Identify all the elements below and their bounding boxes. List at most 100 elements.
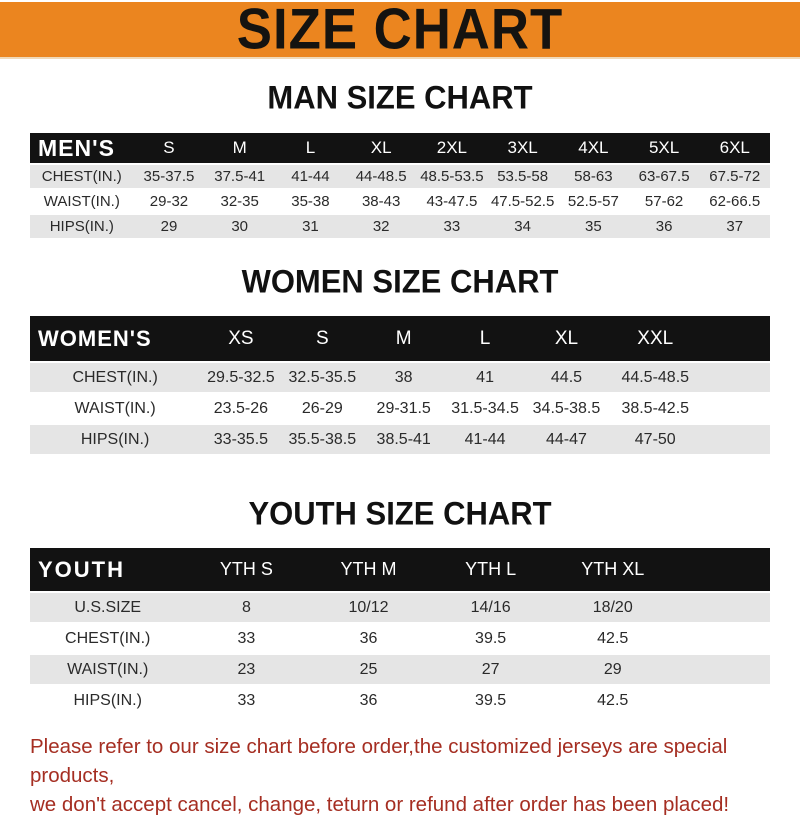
measurement-value-cell: 35-37.5 (133, 165, 205, 188)
measurement-value-cell: 58-63 (558, 165, 629, 188)
size-column-header: XL (345, 133, 417, 163)
measurement-row: HIPS(IN.) 29 30 31 32 33 34 35 36 37 (30, 215, 770, 238)
measurement-value-cell: 14/16 (429, 593, 552, 622)
measurement-value-cell: 35-38 (275, 190, 346, 213)
size-column-header: 3XL (487, 133, 558, 163)
measurement-value-cell: 32 (345, 215, 417, 238)
women-section-heading: WOMEN SIZE CHART (241, 263, 559, 300)
size-column-header: 4XL (558, 133, 629, 163)
measurement-label-cell: HIPS(IN.) (30, 686, 186, 715)
measurement-value-cell: 44.5-48.5 (607, 363, 704, 392)
measurement-value-cell: 32-35 (204, 190, 276, 213)
measurement-value-cell: 29-31.5 (362, 394, 445, 423)
measurement-value-cell (703, 425, 770, 454)
measurement-label-cell: HIPS(IN.) (30, 215, 134, 238)
measurement-value-cell (673, 655, 770, 684)
measurement-value-cell: 36 (628, 215, 700, 238)
measurement-value-cell: 42.5 (551, 686, 674, 715)
measurement-value-cell: 57-62 (628, 190, 700, 213)
youth-size-table: YOUTH YTH S YTH M YTH L YTH XL U.S.SIZE 8 10/12… (30, 546, 770, 717)
measurement-row: CHEST(IN.) 29.5-32.5 32.5-35.5 38 41 44.5 44.5… (30, 363, 770, 392)
measurement-value-cell: 26-29 (281, 394, 363, 423)
youth-section-heading: YOUTH SIZE CHART (248, 495, 552, 532)
page-title: SIZE CHART (236, 0, 564, 62)
measurement-value-cell: 52.5-57 (558, 190, 629, 213)
measurement-label-cell: WAIST(IN.) (30, 394, 201, 423)
measurement-row: CHEST(IN.) 33 36 39.5 42.5 (30, 624, 770, 653)
measurement-label-cell: CHEST(IN.) (30, 624, 186, 653)
size-column-header: YTH XL (551, 548, 674, 591)
measurement-row: WAIST(IN.) 23.5-26 26-29 29-31.5 31.5-34.5 34… (30, 394, 770, 423)
measurement-value-cell: 38.5-42.5 (607, 394, 704, 423)
measurement-value-cell: 44-47 (525, 425, 608, 454)
measurement-value-cell: 47.5-52.5 (487, 190, 558, 213)
measurement-value-cell: 37.5-41 (204, 165, 276, 188)
measurement-value-cell: 18/20 (551, 593, 674, 622)
men-size-table: MEN'S S M L XL 2XL 3XL 4XL 5XL 6XL CHEST(IN.) 35-37… (30, 131, 770, 240)
size-column-header: YTH M (307, 548, 430, 591)
measurement-value-cell: 29-32 (133, 190, 205, 213)
measurement-label-cell: WAIST(IN.) (30, 190, 134, 213)
measurement-row: CHEST(IN.) 35-37.5 37.5-41 41-44 44-48.5 48.5… (30, 165, 770, 188)
size-header-row: YOUTH YTH S YTH M YTH L YTH XL (30, 548, 770, 591)
measurement-value-cell: 63-67.5 (628, 165, 700, 188)
measurement-value-cell: 33 (416, 215, 488, 238)
footer-disclaimer-line2: we don't accept cancel, change, teturn o… (30, 793, 730, 816)
measurement-row: HIPS(IN.) 33-35.5 35.5-38.5 38.5-41 41-44 44-… (30, 425, 770, 454)
size-column-header: S (281, 316, 363, 361)
measurement-value-cell: 42.5 (551, 624, 674, 653)
measurement-label-cell: HIPS(IN.) (30, 425, 201, 454)
measurement-value-cell: 23.5-26 (200, 394, 282, 423)
group-label-header: YOUTH (30, 548, 186, 591)
measurement-value-cell: 43-47.5 (416, 190, 488, 213)
footer-disclaimer: Please refer to our size chart before or… (30, 732, 782, 819)
size-header-row: MEN'S S M L XL 2XL 3XL 4XL 5XL 6XL (30, 133, 770, 163)
measurement-row: U.S.SIZE 8 10/12 14/16 18/20 (30, 593, 770, 622)
measurement-value-cell: 29 (133, 215, 205, 238)
group-label-header: WOMEN'S (30, 316, 201, 361)
measurement-value-cell: 36 (307, 686, 430, 715)
measurement-value-cell: 27 (429, 655, 552, 684)
measurement-row: HIPS(IN.) 33 36 39.5 42.5 (30, 686, 770, 715)
size-column-header: S (133, 133, 205, 163)
measurement-value-cell: 25 (307, 655, 430, 684)
measurement-value-cell: 34.5-38.5 (525, 394, 608, 423)
measurement-value-cell: 8 (185, 593, 308, 622)
size-column-header: YTH S (185, 548, 308, 591)
measurement-value-cell: 29.5-32.5 (200, 363, 282, 392)
measurement-value-cell: 31 (275, 215, 346, 238)
size-column-header: L (444, 316, 526, 361)
measurement-value-cell (703, 363, 770, 392)
measurement-label-cell: U.S.SIZE (30, 593, 186, 622)
measurement-value-cell: 41-44 (444, 425, 526, 454)
size-column-header: YTH L (429, 548, 552, 591)
man-section-heading: MAN SIZE CHART (267, 79, 533, 116)
measurement-label-cell: CHEST(IN.) (30, 363, 201, 392)
measurement-value-cell: 41-44 (275, 165, 346, 188)
measurement-value-cell: 33-35.5 (200, 425, 282, 454)
measurement-value-cell: 37 (699, 215, 770, 238)
measurement-value-cell: 67.5-72 (699, 165, 770, 188)
measurement-value-cell: 36 (307, 624, 430, 653)
size-column-header: XXL (607, 316, 704, 361)
measurement-value-cell: 41 (444, 363, 526, 392)
measurement-value-cell: 34 (487, 215, 558, 238)
measurement-value-cell: 35.5-38.5 (281, 425, 363, 454)
size-header-row: WOMEN'S XS S M L XL XXL (30, 316, 770, 361)
women-size-table: WOMEN'S XS S M L XL XXL CHEST(IN.) 29.5-32.5 32.5… (30, 314, 770, 456)
measurement-row: WAIST(IN.) 29-32 32-35 35-38 38-43 43-47.5 47.… (30, 190, 770, 213)
size-column-header: L (275, 133, 346, 163)
measurement-value-cell: 10/12 (307, 593, 430, 622)
size-column-header: 6XL (699, 133, 770, 163)
footer-disclaimer-line1: Please refer to our size chart before or… (30, 735, 728, 787)
measurement-label-cell: WAIST(IN.) (30, 655, 186, 684)
measurement-row: WAIST(IN.) 23 25 27 29 (30, 655, 770, 684)
size-column-header (703, 316, 770, 361)
measurement-value-cell: 53.5-58 (487, 165, 558, 188)
measurement-value-cell: 38.5-41 (362, 425, 445, 454)
measurement-value-cell: 35 (558, 215, 629, 238)
measurement-value-cell (673, 624, 770, 653)
banner: SIZE CHART (0, 0, 800, 62)
measurement-value-cell: 47-50 (607, 425, 704, 454)
